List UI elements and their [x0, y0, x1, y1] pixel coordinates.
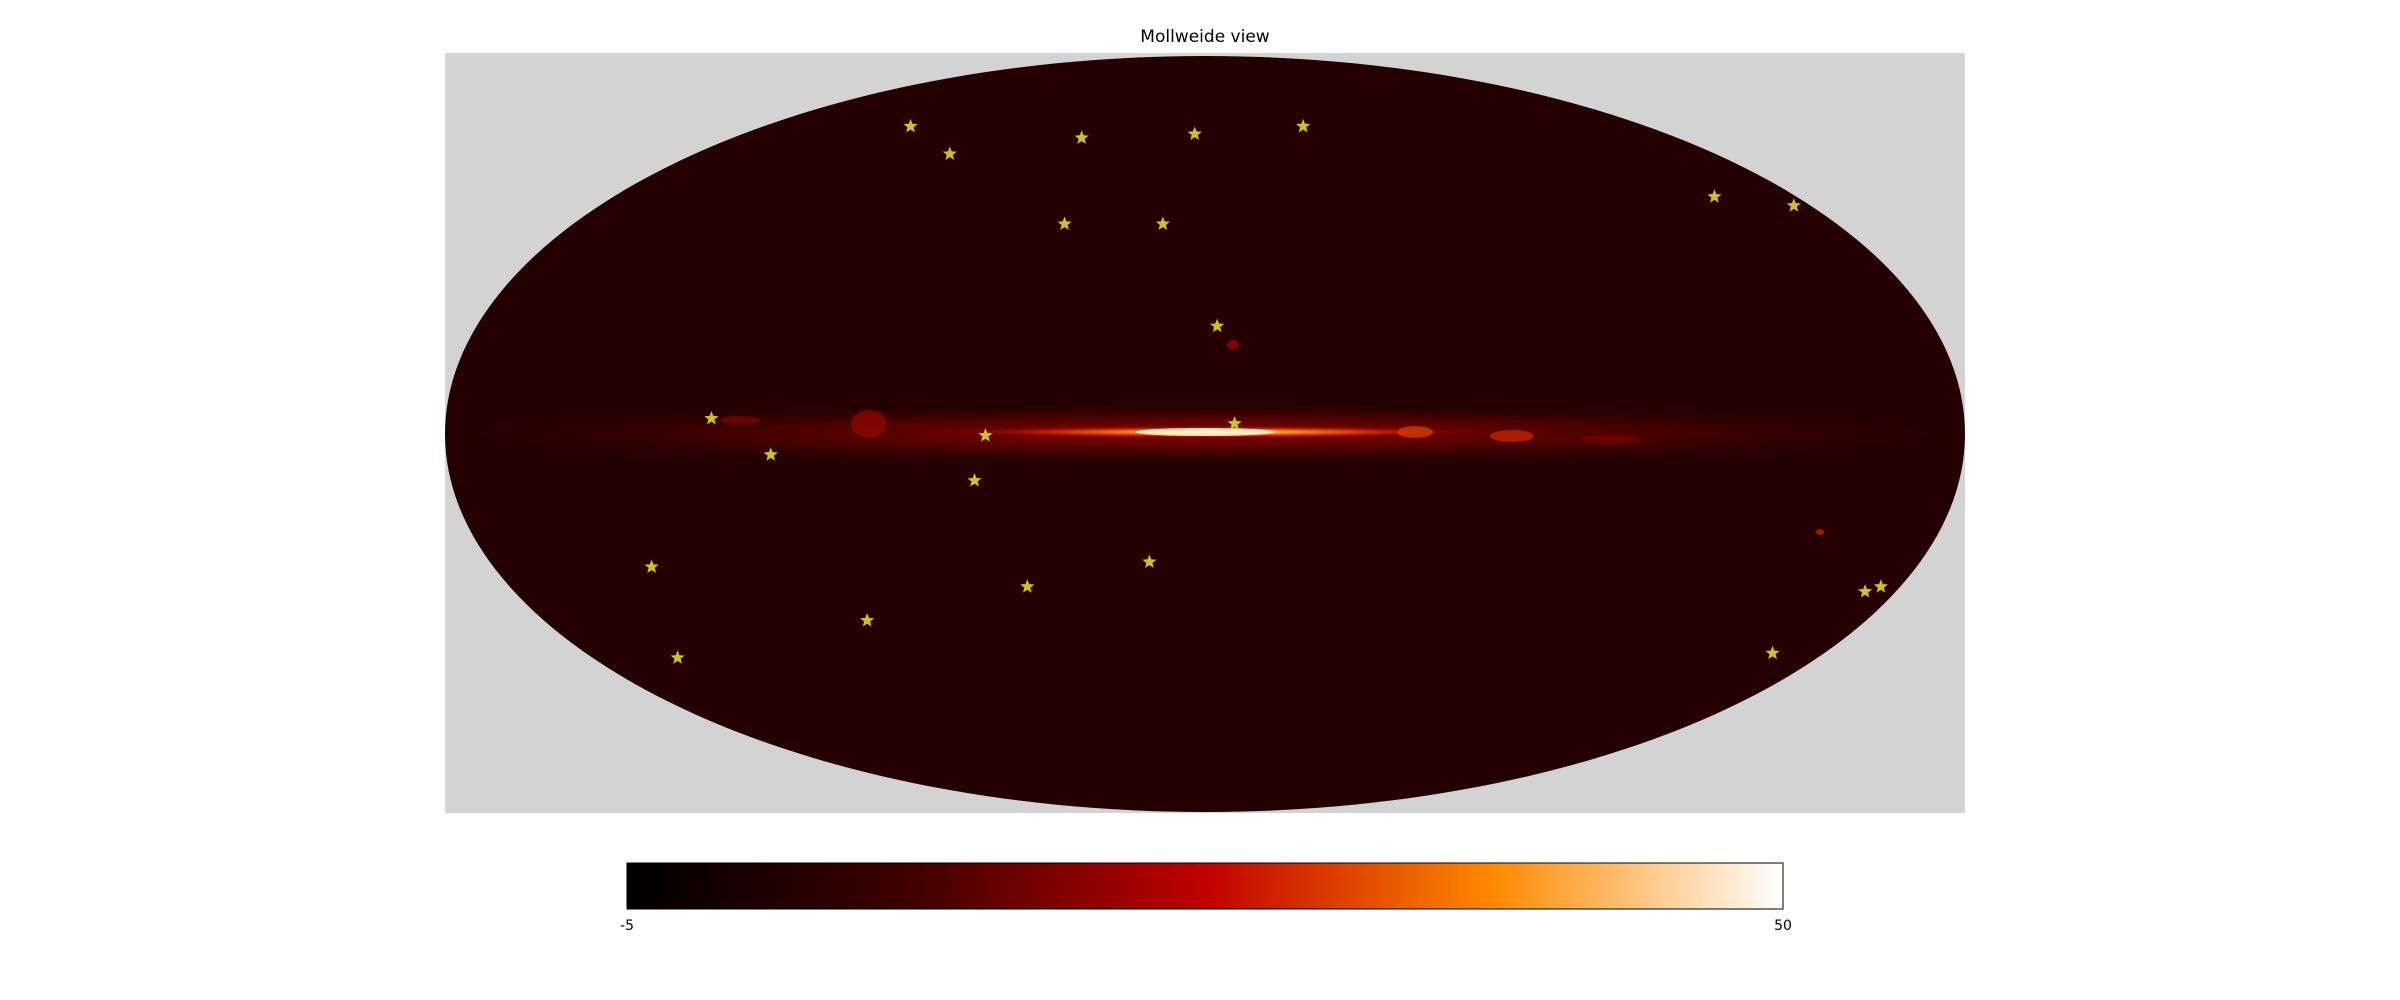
star-marker — [1187, 126, 1202, 141]
star-marker — [967, 473, 982, 487]
star-marker — [644, 559, 659, 574]
colorbar-max-label: 50 — [1774, 918, 1792, 934]
star-marker — [1296, 118, 1311, 133]
emission-knot — [1490, 430, 1534, 442]
star-marker — [1786, 198, 1801, 212]
colorbar-min-label: -5 — [620, 918, 634, 934]
emission-knot — [1227, 340, 1239, 350]
star-marker — [1765, 645, 1780, 660]
emission-knot — [720, 416, 760, 424]
star-marker — [1020, 579, 1035, 593]
star-marker — [1857, 584, 1873, 598]
star-marker — [1074, 130, 1089, 144]
colorbar: -5 50 — [620, 862, 1792, 934]
star-markers — [644, 118, 1889, 664]
star-marker — [1227, 416, 1242, 430]
emission-knot — [1580, 435, 1640, 445]
star-marker — [1210, 318, 1225, 333]
emission-knot — [1816, 529, 1824, 535]
star-marker — [704, 410, 719, 425]
star-marker — [860, 613, 875, 627]
star-marker — [1057, 216, 1072, 231]
star-marker — [1707, 189, 1722, 203]
star-marker — [942, 146, 957, 160]
star-marker — [1873, 579, 1889, 593]
star-marker — [763, 447, 778, 461]
star-marker — [1155, 216, 1171, 231]
star-marker — [670, 650, 685, 664]
star-marker — [978, 428, 993, 442]
colorbar-gradient — [626, 862, 1784, 910]
chart-title: Mollweide view — [1140, 27, 1269, 47]
sky-map — [445, 56, 1965, 812]
star-marker — [903, 118, 918, 133]
star-marker — [1142, 554, 1157, 569]
galactic-plane-hotspot — [1135, 428, 1275, 436]
emission-knot — [1397, 426, 1433, 438]
emission-knot — [851, 410, 887, 438]
